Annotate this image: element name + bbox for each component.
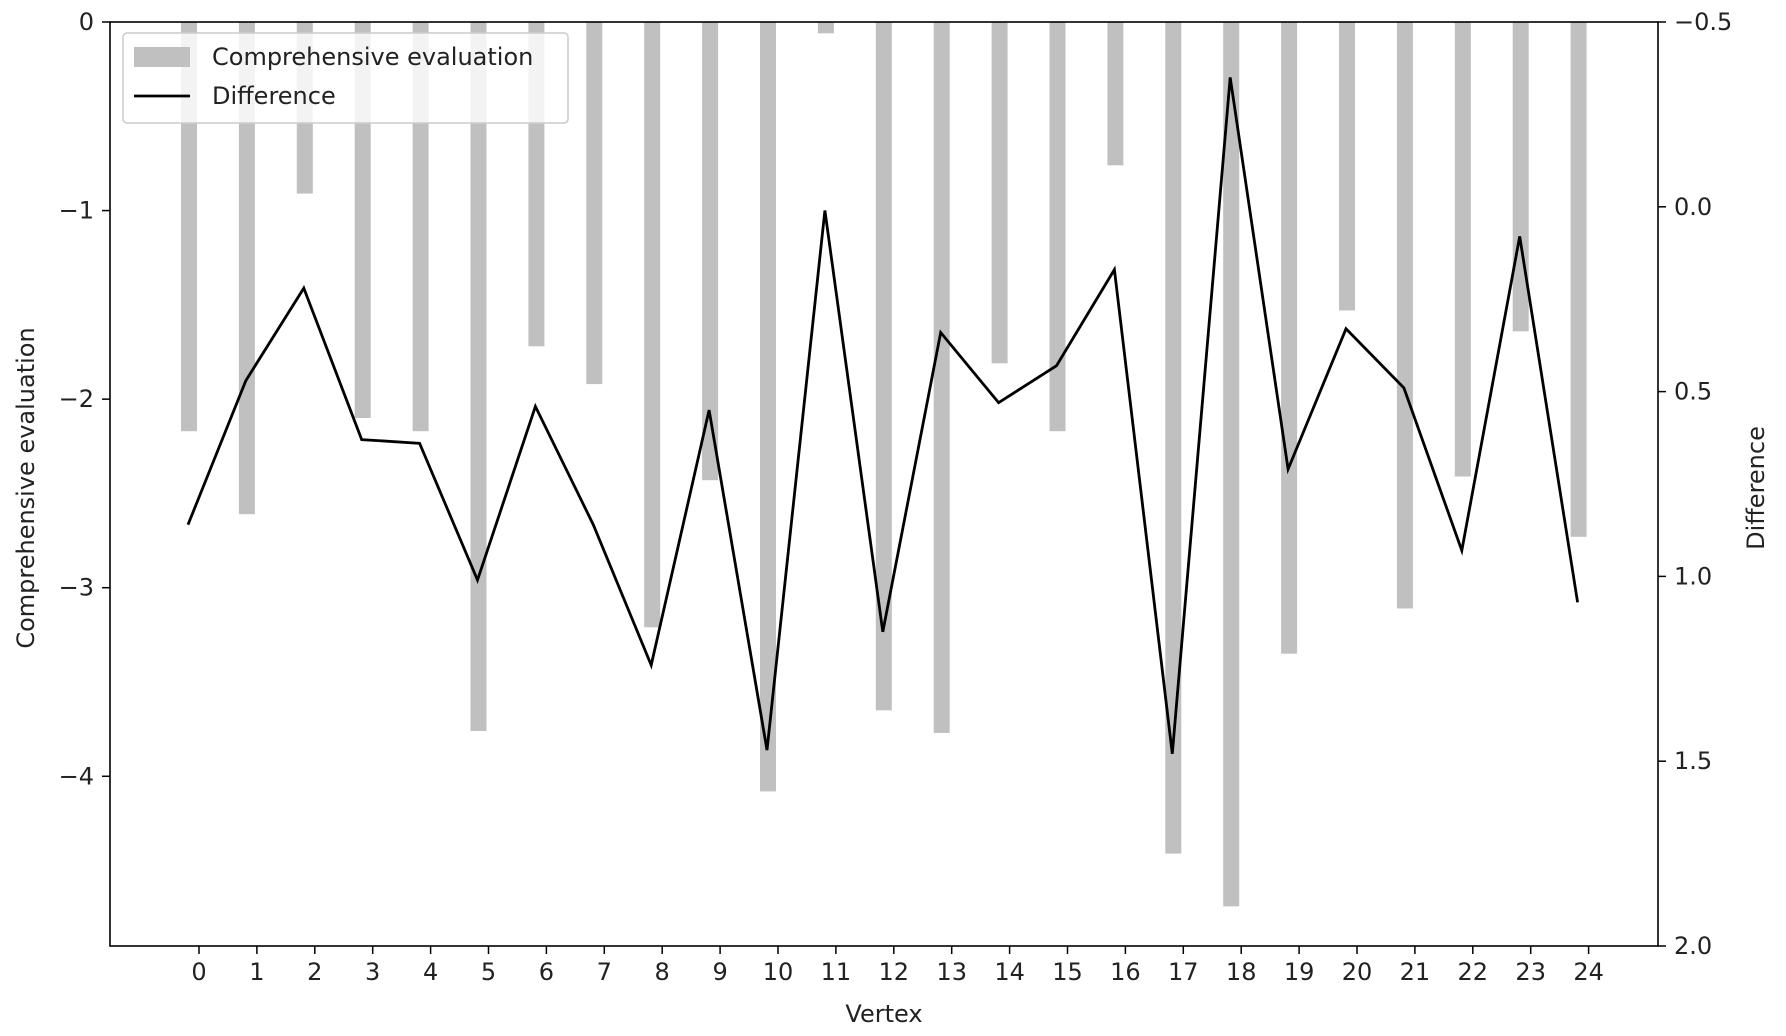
y-left-tick-label: −4 (59, 762, 94, 790)
bar-20 (1339, 22, 1355, 311)
legend: Comprehensive evaluation Difference (122, 32, 569, 124)
legend-label-comprehensive-evaluation: Comprehensive evaluation (212, 43, 533, 71)
bar-24 (1570, 22, 1587, 537)
legend-label-difference: Difference (212, 82, 336, 110)
x-tick-label: 5 (481, 958, 496, 986)
bar-15 (1049, 22, 1066, 432)
bar-17 (1165, 22, 1182, 854)
bar-12 (875, 22, 892, 711)
x-tick-label: 9 (712, 958, 727, 986)
x-tick-label: 11 (821, 958, 852, 986)
bar-13 (933, 22, 950, 733)
x-tick-label: 23 (1515, 958, 1546, 986)
x-tick-label: 17 (1168, 958, 1199, 986)
bar-21 (1396, 22, 1413, 609)
x-axis: 0 1 2 3 4 5 6 7 8 9 10 11 12 13 14 15 16 17 18 19 20 21 22 23 24 (191, 946, 1604, 986)
bar-4 (412, 22, 429, 432)
plot-frame (109, 21, 1659, 947)
x-tick-label: 4 (423, 958, 438, 986)
bar-19 (1281, 22, 1298, 654)
y-right-tick-label: 0.0 (1674, 193, 1712, 221)
x-tick-label: 15 (1052, 958, 1083, 986)
bar-8 (644, 22, 661, 628)
legend-frame (122, 32, 569, 124)
x-tick-label: 3 (365, 958, 380, 986)
y-axis-right: −0.5 0.0 0.5 1.0 1.5 2.0 (1658, 8, 1732, 960)
bar-16 (1107, 22, 1124, 166)
bar-11 (817, 22, 834, 34)
x-tick-label: 2 (307, 958, 322, 986)
x-tick-label: 20 (1342, 958, 1373, 986)
x-tick-label: 21 (1400, 958, 1431, 986)
line-series-difference (186, 77, 1579, 754)
bar-series-comprehensive-evaluation (181, 22, 1587, 907)
bar-9 (702, 22, 719, 481)
y-axis-left-label: Comprehensive evaluation (12, 327, 40, 648)
bar-7 (586, 22, 603, 385)
x-tick-label: 6 (539, 958, 554, 986)
x-axis-label: Vertex (845, 1000, 922, 1028)
y-axis-left: 0 −1 −2 −3 −4 (59, 8, 110, 790)
x-tick-label: 7 (597, 958, 612, 986)
x-tick-label: 13 (936, 958, 967, 986)
x-tick-label: 12 (879, 958, 910, 986)
y-left-tick-label: −3 (59, 574, 94, 602)
x-tick-label: 16 (1110, 958, 1141, 986)
y-right-tick-label: 0.5 (1674, 378, 1712, 406)
bar-18 (1223, 22, 1240, 907)
y-left-tick-label: −1 (59, 197, 94, 225)
x-tick-label: 18 (1226, 958, 1257, 986)
x-tick-label: 0 (191, 958, 206, 986)
x-tick-label: 14 (994, 958, 1025, 986)
y-right-tick-label: 1.0 (1674, 562, 1712, 590)
legend-swatch-comprehensive-evaluation (134, 47, 190, 67)
bar-22 (1454, 22, 1471, 477)
y-left-tick-label: 0 (79, 8, 94, 36)
y-right-tick-label: 2.0 (1674, 932, 1712, 960)
y-right-tick-label: −0.5 (1674, 8, 1732, 36)
bar-10 (760, 22, 776, 792)
bar-5 (470, 22, 487, 731)
x-tick-label: 24 (1573, 958, 1604, 986)
y-right-tick-label: 1.5 (1674, 747, 1712, 775)
x-tick-label: 10 (763, 958, 794, 986)
x-tick-label: 22 (1458, 958, 1489, 986)
y-left-tick-label: −2 (59, 385, 94, 413)
bar-0 (181, 22, 197, 432)
x-tick-label: 19 (1284, 958, 1315, 986)
x-tick-label: 1 (249, 958, 264, 986)
bar-14 (991, 22, 1008, 364)
x-tick-label: 8 (655, 958, 670, 986)
y-axis-right-label: Difference (1742, 426, 1770, 550)
